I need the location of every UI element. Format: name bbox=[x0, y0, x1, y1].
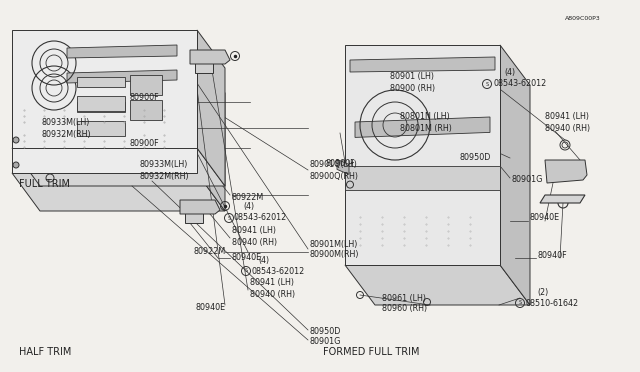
Polygon shape bbox=[12, 30, 197, 148]
Polygon shape bbox=[130, 100, 162, 120]
Text: 80940 (RH): 80940 (RH) bbox=[232, 237, 277, 247]
Circle shape bbox=[13, 162, 19, 168]
Text: 80901M(LH): 80901M(LH) bbox=[310, 240, 358, 248]
Text: 08543-62012: 08543-62012 bbox=[493, 80, 547, 89]
Text: 80901G: 80901G bbox=[512, 176, 543, 185]
Polygon shape bbox=[67, 45, 177, 58]
Text: FULL TRIM: FULL TRIM bbox=[19, 179, 70, 189]
Polygon shape bbox=[77, 96, 125, 111]
Text: 80961 (LH): 80961 (LH) bbox=[382, 294, 426, 302]
Text: 80940F: 80940F bbox=[538, 250, 568, 260]
Text: 80950D: 80950D bbox=[310, 327, 341, 336]
Text: 80941 (LH): 80941 (LH) bbox=[545, 112, 589, 122]
Text: FORMED FULL TRIM: FORMED FULL TRIM bbox=[323, 347, 420, 356]
Text: 80960 (RH): 80960 (RH) bbox=[382, 305, 427, 314]
Text: 08543-62012: 08543-62012 bbox=[234, 214, 287, 222]
Text: 80922M: 80922M bbox=[232, 192, 264, 202]
Text: 80940E: 80940E bbox=[530, 214, 560, 222]
Text: 80940 (RH): 80940 (RH) bbox=[250, 289, 295, 298]
Text: 80933M(LH): 80933M(LH) bbox=[140, 160, 188, 170]
Text: (4): (4) bbox=[258, 257, 269, 266]
Text: 80941 (LH): 80941 (LH) bbox=[250, 279, 294, 288]
Text: HALF TRIM: HALF TRIM bbox=[19, 347, 72, 356]
Text: A809C00P3: A809C00P3 bbox=[565, 16, 601, 20]
Text: 80950D: 80950D bbox=[460, 153, 492, 161]
Text: 80940E: 80940E bbox=[232, 253, 262, 263]
Polygon shape bbox=[337, 159, 349, 174]
Text: 80900Q(RH): 80900Q(RH) bbox=[310, 171, 359, 180]
Text: 80922M: 80922M bbox=[194, 247, 227, 257]
Text: 80801M (RH): 80801M (RH) bbox=[400, 124, 452, 132]
Polygon shape bbox=[540, 195, 585, 203]
Polygon shape bbox=[185, 213, 203, 223]
Text: 80932M(RH): 80932M(RH) bbox=[140, 171, 189, 180]
Text: (4): (4) bbox=[243, 202, 254, 212]
Polygon shape bbox=[77, 77, 125, 87]
Text: 80900F: 80900F bbox=[130, 138, 159, 148]
Text: 80901 (LH): 80901 (LH) bbox=[390, 73, 434, 81]
Text: 80932M(RH): 80932M(RH) bbox=[42, 129, 92, 138]
Polygon shape bbox=[190, 50, 230, 64]
Polygon shape bbox=[180, 200, 220, 214]
Text: 80900 (RH): 80900 (RH) bbox=[390, 83, 435, 93]
Text: S: S bbox=[518, 301, 522, 305]
Polygon shape bbox=[345, 265, 530, 305]
Text: 80900F: 80900F bbox=[325, 160, 355, 169]
Polygon shape bbox=[12, 55, 197, 173]
Text: 80941 (LH): 80941 (LH) bbox=[232, 227, 276, 235]
Polygon shape bbox=[67, 70, 177, 83]
Text: (4): (4) bbox=[504, 68, 515, 77]
Text: 80940E: 80940E bbox=[195, 302, 225, 311]
Polygon shape bbox=[12, 148, 225, 186]
Text: S: S bbox=[227, 215, 230, 221]
Polygon shape bbox=[350, 57, 495, 72]
Text: 08543-62012: 08543-62012 bbox=[251, 266, 304, 276]
Polygon shape bbox=[355, 117, 490, 137]
Text: 80901G: 80901G bbox=[310, 337, 341, 346]
Polygon shape bbox=[77, 102, 125, 112]
Text: 80900F: 80900F bbox=[130, 93, 159, 102]
Polygon shape bbox=[195, 63, 213, 73]
Circle shape bbox=[13, 137, 19, 143]
Polygon shape bbox=[345, 45, 500, 265]
Polygon shape bbox=[197, 30, 225, 186]
Polygon shape bbox=[500, 45, 530, 305]
Text: 80900M(RH): 80900M(RH) bbox=[310, 250, 360, 260]
Text: 80801N (LH): 80801N (LH) bbox=[400, 112, 450, 122]
Polygon shape bbox=[12, 173, 225, 211]
Polygon shape bbox=[77, 121, 125, 136]
Text: 80933M(LH): 80933M(LH) bbox=[42, 119, 90, 128]
Polygon shape bbox=[197, 55, 225, 211]
Text: 80940 (RH): 80940 (RH) bbox=[545, 124, 590, 132]
Polygon shape bbox=[345, 166, 500, 190]
Text: S: S bbox=[244, 269, 248, 273]
Polygon shape bbox=[545, 160, 587, 183]
Text: S: S bbox=[485, 81, 488, 87]
Text: (2): (2) bbox=[537, 288, 548, 296]
Text: 80901Q(LH): 80901Q(LH) bbox=[310, 160, 358, 170]
Polygon shape bbox=[130, 75, 162, 95]
Text: 08510-61642: 08510-61642 bbox=[526, 298, 579, 308]
